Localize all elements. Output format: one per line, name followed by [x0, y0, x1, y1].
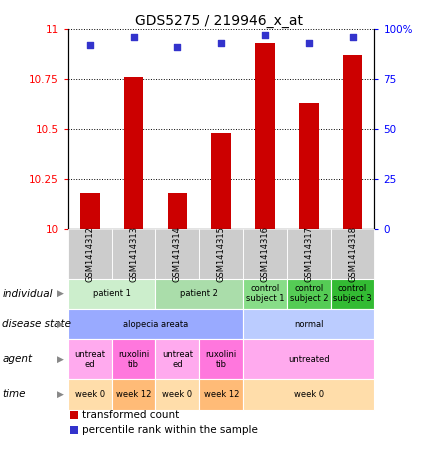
- Text: ▶: ▶: [57, 355, 64, 364]
- Text: GSM1414317: GSM1414317: [304, 226, 313, 282]
- Bar: [255, 43, 275, 229]
- Bar: [80, 193, 100, 229]
- Text: GSM1414313: GSM1414313: [129, 226, 138, 282]
- Text: control
subject 1: control subject 1: [246, 284, 284, 304]
- Text: GDS5275 / 219946_x_at: GDS5275 / 219946_x_at: [135, 14, 303, 28]
- Text: week 12: week 12: [116, 390, 151, 399]
- Text: GSM1414315: GSM1414315: [217, 226, 226, 282]
- Text: GSM1414316: GSM1414316: [261, 226, 269, 282]
- Bar: [212, 133, 231, 229]
- Text: week 12: week 12: [204, 390, 239, 399]
- Bar: [299, 103, 319, 229]
- Text: GSM1414312: GSM1414312: [85, 226, 94, 282]
- Text: transformed count: transformed count: [82, 410, 180, 420]
- Text: week 0: week 0: [294, 390, 324, 399]
- Point: [174, 44, 181, 51]
- Text: ▶: ▶: [57, 289, 64, 298]
- Point: [349, 34, 356, 41]
- Bar: [124, 77, 144, 229]
- Text: time: time: [2, 389, 26, 400]
- Text: week 0: week 0: [75, 390, 105, 399]
- Text: untreat
ed: untreat ed: [74, 350, 105, 369]
- Bar: [343, 55, 363, 229]
- Text: ruxolini
tib: ruxolini tib: [205, 350, 237, 369]
- Text: untreat
ed: untreat ed: [162, 350, 193, 369]
- Text: week 0: week 0: [162, 390, 192, 399]
- Text: normal: normal: [294, 320, 324, 328]
- Text: ▶: ▶: [57, 390, 64, 399]
- Text: patient 2: patient 2: [180, 289, 218, 298]
- Text: GSM1414318: GSM1414318: [348, 226, 357, 282]
- Point: [305, 40, 312, 47]
- Text: ruxolini
tib: ruxolini tib: [118, 350, 149, 369]
- Point: [130, 34, 137, 41]
- Bar: [168, 193, 187, 229]
- Text: agent: agent: [2, 354, 32, 364]
- Text: percentile rank within the sample: percentile rank within the sample: [82, 425, 258, 435]
- Text: control
subject 2: control subject 2: [290, 284, 328, 304]
- Text: control
subject 3: control subject 3: [333, 284, 372, 304]
- Text: GSM1414314: GSM1414314: [173, 226, 182, 282]
- Text: ▶: ▶: [57, 320, 64, 328]
- Text: alopecia areata: alopecia areata: [123, 320, 188, 328]
- Text: untreated: untreated: [288, 355, 330, 364]
- Point: [261, 32, 268, 39]
- Point: [86, 42, 93, 49]
- Text: disease state: disease state: [2, 319, 71, 329]
- Text: individual: individual: [2, 289, 53, 299]
- Text: patient 1: patient 1: [93, 289, 131, 298]
- Point: [218, 40, 225, 47]
